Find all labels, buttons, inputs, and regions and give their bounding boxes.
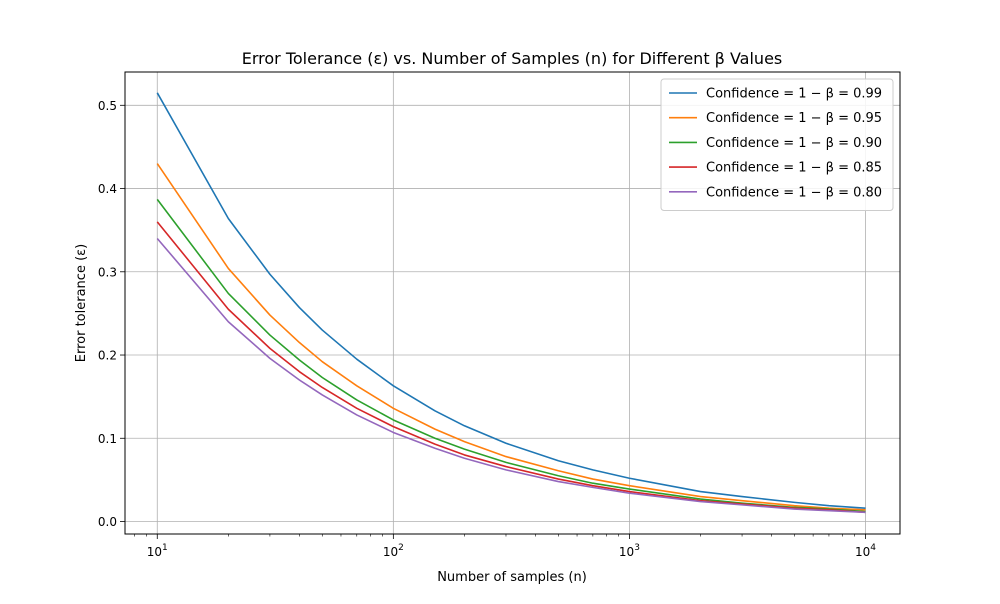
x-tick-label: 104 — [855, 543, 876, 559]
legend-label: Confidence = 1 − β = 0.95 — [706, 111, 882, 126]
legend: Confidence = 1 − β = 0.99 Confidence = 1 … — [660, 78, 894, 211]
series-lines — [156, 92, 866, 514]
series-line-2 — [156, 163, 866, 511]
legend-label: Confidence = 1 − β = 0.85 — [706, 161, 882, 176]
series-line-4 — [156, 221, 866, 514]
plot-area-frame — [124, 71, 901, 535]
y-tick-label: 0.4 — [98, 182, 117, 196]
x-axis-label: Number of samples (n) — [437, 570, 587, 585]
x-tick-label: 101 — [147, 543, 168, 559]
series-line-3 — [156, 198, 866, 513]
y-tick-label: 0.3 — [98, 265, 117, 279]
y-tick-label: 0.5 — [98, 99, 117, 113]
x-tick-label: 102 — [383, 543, 404, 559]
series-line-1 — [156, 92, 866, 509]
y-tick-label: 0.2 — [98, 349, 117, 363]
x-tick-label: 103 — [619, 543, 640, 559]
legend-label: Confidence = 1 − β = 0.99 — [706, 87, 882, 102]
y-tick-label: 0.0 — [98, 515, 117, 529]
axis-ticks: 101 102 103 104 0.0 0.1 0.2 0.3 0.4 0.5 — [98, 99, 876, 559]
y-axis-label: Error tolerance (ε) — [74, 244, 89, 362]
chart-title: Error Tolerance (ε) vs. Number of Sample… — [242, 49, 783, 68]
series-line-5 — [156, 237, 866, 514]
legend-label: Confidence = 1 − β = 0.80 — [706, 185, 882, 200]
legend-box — [660, 78, 894, 211]
y-tick-label: 0.1 — [98, 432, 117, 446]
legend-label: Confidence = 1 − β = 0.90 — [706, 136, 882, 151]
